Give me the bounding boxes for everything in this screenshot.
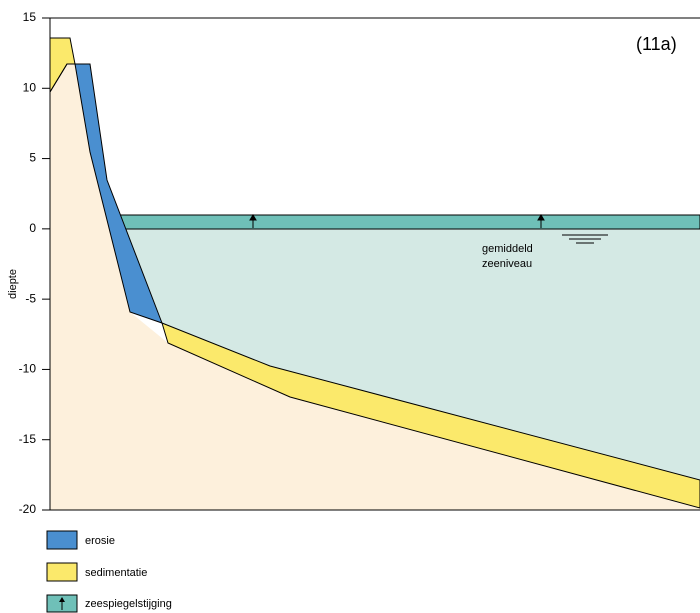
- page: 15 10 5 0 -5 -10 -15 -20 diepte (11a) gemiddeld…: [0, 0, 700, 613]
- tick-label: -20: [19, 502, 37, 516]
- annotation: gemiddeld: [482, 243, 533, 255]
- figure-label: (11a): [636, 34, 677, 54]
- y-axis-label: diepte: [7, 269, 19, 299]
- tick-label: -5: [25, 291, 36, 305]
- legend-swatch: [47, 563, 77, 581]
- sea-level-rise-band: [120, 215, 700, 229]
- tick-label: -15: [19, 432, 37, 446]
- tick-label: 15: [23, 10, 37, 24]
- legend-label: erosie: [85, 535, 115, 547]
- legend-swatch: [47, 531, 77, 549]
- legend-label: sedimentatie: [85, 567, 147, 579]
- diagram: 15 10 5 0 -5 -10 -15 -20 diepte (11a) gemiddeld…: [0, 0, 700, 613]
- tick-label: 10: [23, 80, 37, 94]
- tick-label: 0: [29, 221, 36, 235]
- y-ticks: 15 10 5 0 -5 -10 -15 -20: [19, 10, 50, 516]
- annotation: zeeniveau: [482, 258, 532, 270]
- legend-label: zeespiegelstijging: [85, 598, 172, 610]
- tick-label: 5: [29, 151, 36, 165]
- tick-label: -10: [19, 362, 37, 376]
